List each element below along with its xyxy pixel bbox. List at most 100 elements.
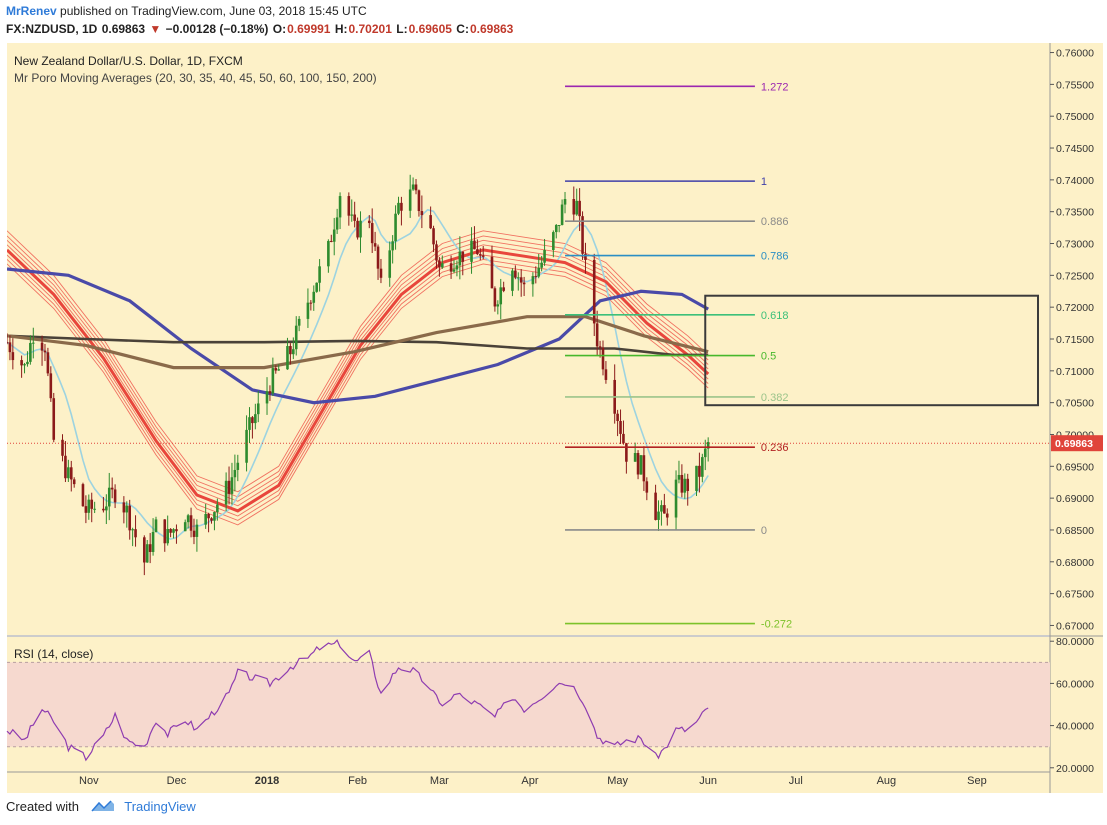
- zone-box: [704, 294, 1039, 407]
- fib-level-label: 0: [761, 525, 767, 537]
- candle-body: [105, 506, 108, 511]
- candle-body: [514, 270, 517, 278]
- time-tick-label: 2018: [255, 775, 279, 787]
- candle-body: [639, 455, 643, 475]
- candle-body: [438, 260, 441, 268]
- price-tick-label: 0.72000: [1056, 302, 1094, 314]
- candle-body: [31, 342, 35, 344]
- candle-body: [604, 369, 608, 380]
- candle-body: [148, 544, 152, 552]
- candle-body: [236, 462, 240, 470]
- rsi-line: [6, 639, 709, 762]
- open-label: O:: [272, 22, 287, 36]
- publish-line: MrRenev published on TradingView.com, Ju…: [6, 4, 367, 18]
- candle-body: [493, 288, 497, 307]
- time-tick-label: Mar: [430, 775, 449, 787]
- rsi-tick-label: 60.0000: [1056, 678, 1094, 690]
- candle-body: [67, 467, 70, 479]
- candle-body: [204, 513, 207, 525]
- candle-body: [26, 361, 29, 365]
- candle-body: [274, 368, 278, 371]
- candle-body: [601, 347, 605, 370]
- fib-level-label: 0.5: [761, 351, 776, 363]
- low-label: L:: [396, 22, 408, 36]
- candle-body: [20, 360, 23, 366]
- high-value: 0.70201: [348, 22, 392, 36]
- ma-ribbon-line: [7, 254, 709, 517]
- candle-body: [192, 530, 196, 537]
- fib-level-label: 1: [761, 176, 767, 188]
- candle-body: [213, 512, 216, 521]
- high-label: H:: [334, 22, 348, 36]
- candle-body: [143, 537, 146, 563]
- symbol-label: FX:NZDUSD, 1D: [6, 22, 98, 36]
- candle-body: [478, 254, 482, 256]
- candle-body: [327, 240, 330, 267]
- candle-body: [400, 202, 403, 211]
- candle-body: [367, 220, 371, 224]
- ohlc-line: FX:NZDUSD, 1D 0.69863 ▼ −0.00128 (−0.18%…: [6, 22, 514, 36]
- candle-body: [294, 325, 298, 350]
- fib-level-label: 0.618: [761, 310, 789, 322]
- fib-level-label: 0.886: [761, 216, 789, 228]
- candle-body: [695, 465, 698, 491]
- candle-body: [329, 240, 333, 242]
- candle-body: [11, 352, 15, 361]
- candle-body: [540, 262, 543, 268]
- close-value: 0.69863: [469, 22, 514, 36]
- candle-body: [706, 442, 710, 449]
- time-tick-label: Feb: [348, 775, 367, 787]
- candle-body: [470, 240, 473, 262]
- candle-body: [107, 487, 111, 507]
- last-price-tag: [1051, 435, 1103, 452]
- candle-body: [210, 518, 213, 521]
- author-link[interactable]: MrRenev: [6, 4, 57, 18]
- candle-body: [154, 519, 158, 532]
- candle-body: [473, 240, 476, 250]
- candle-body: [93, 508, 96, 510]
- price-axis-pane: [1050, 43, 1103, 793]
- candle-body: [642, 455, 646, 482]
- candle-body: [701, 457, 704, 477]
- candle-body: [441, 263, 444, 268]
- candle-body: [557, 224, 561, 226]
- candle-body: [175, 529, 178, 532]
- price-tick-label: 0.74000: [1056, 175, 1094, 187]
- fib-level-label: 0.382: [761, 392, 789, 404]
- candle-body: [554, 225, 558, 233]
- candle-body: [90, 499, 94, 509]
- candle-body: [376, 246, 380, 269]
- candle-body: [347, 196, 351, 216]
- candle-body: [552, 232, 555, 251]
- fib-level-label: 1.272: [761, 81, 789, 93]
- candle-body: [102, 508, 105, 511]
- indicator-label: Mr Poro Moving Averages (20, 30, 35, 40,…: [14, 71, 377, 85]
- candle-body: [306, 302, 310, 319]
- candle-body: [388, 250, 392, 278]
- price-tick-label: 0.73000: [1056, 239, 1094, 251]
- footer: Created with TradingView: [6, 799, 196, 816]
- ma-ribbon-line: [7, 230, 709, 493]
- tradingview-logo-icon: [91, 799, 115, 816]
- price-pane: [7, 43, 1050, 635]
- candle-body: [271, 368, 275, 394]
- candle-body: [72, 479, 76, 485]
- time-tick-label: Dec: [167, 775, 187, 787]
- candle-body: [29, 342, 32, 362]
- created-with-text: Created with: [6, 799, 79, 814]
- candle-body: [46, 352, 50, 374]
- candle-body: [665, 513, 669, 518]
- rsi-tick-label: 40.0000: [1056, 721, 1094, 733]
- chart-canvas[interactable]: 0.76000 0.75500 0.75000 0.74500 0.74000 0.735…: [0, 0, 1107, 795]
- candle-body: [616, 413, 619, 422]
- candle-body: [110, 487, 114, 490]
- tradingview-brand-link[interactable]: TradingView: [124, 799, 196, 814]
- candle-body: [379, 268, 383, 278]
- candle-body: [683, 478, 687, 493]
- candle-body: [216, 504, 219, 513]
- price-tick-label: 0.71500: [1056, 334, 1094, 346]
- time-tick-label: Jul: [789, 775, 803, 787]
- candle-body: [186, 515, 190, 523]
- time-tick-label: Nov: [79, 775, 99, 787]
- candle-body: [680, 474, 684, 493]
